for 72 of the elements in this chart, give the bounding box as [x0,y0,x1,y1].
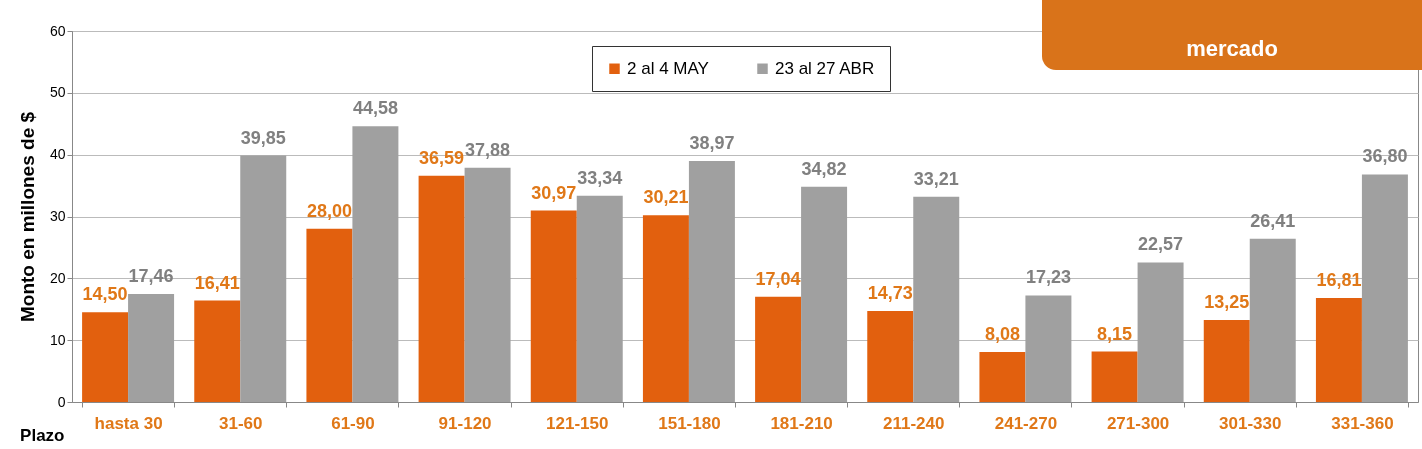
bar [418,175,465,402]
data-label: 8,15 [1097,323,1133,344]
data-label: 26,41 [1250,210,1296,231]
x-tick-label: hasta 30 [94,413,163,433]
x-tick-label: 301-330 [1219,413,1282,433]
bar [128,294,175,402]
data-label: 39,85 [240,127,286,148]
data-label: 13,25 [1204,292,1250,313]
bar [464,167,511,402]
bar [306,228,353,402]
bar [913,196,960,402]
x-tick-label: 271-300 [1106,413,1170,433]
bar [642,215,689,402]
x-tick-label: 61-90 [331,413,375,433]
bar [1249,238,1296,402]
bar [1361,174,1408,402]
data-label: 36,80 [1362,146,1408,167]
bar [530,210,577,402]
x-tick-label: 181-210 [770,413,833,433]
bar [576,195,623,402]
bar [240,155,287,402]
x-tick-label: 151-180 [658,413,721,433]
data-label: 17,46 [128,266,174,287]
data-label: 28,00 [306,200,352,221]
bar [801,186,848,402]
y-tick-label: 0 [57,393,66,410]
bar [867,310,914,402]
data-label: 33,34 [577,167,623,188]
data-label: 34,82 [801,158,847,179]
bar [194,300,241,402]
bar [352,126,399,402]
y-tick-label: 40 [49,146,66,163]
bar [1315,298,1362,402]
y-tick-label: 60 [49,22,66,39]
x-tick-label: 211-240 [883,413,945,433]
x-axis-title: Plazo [20,425,65,445]
y-axis-title: Monto en millones de $ [16,111,38,323]
data-label: 37,88 [465,139,511,160]
x-tick-label: 91-120 [438,413,492,433]
bar [1091,351,1138,402]
y-tick-label: 10 [49,331,66,348]
x-tick-label: 241-270 [994,413,1058,433]
bar [979,352,1026,402]
data-label: 16,41 [194,272,240,293]
x-tick-label: 31-60 [219,413,263,433]
x-tick-label: 121-150 [546,413,609,433]
bar [1137,262,1184,402]
data-label: 8,08 [984,324,1020,345]
data-label: 22,57 [1138,234,1184,255]
bar [1203,320,1250,402]
bar [755,296,802,402]
y-tick-label: 20 [49,269,66,286]
callout-box: mercado [1042,0,1422,70]
data-label: 30,97 [531,182,577,203]
y-tick-label: 30 [49,208,66,224]
data-label: 30,21 [643,187,689,208]
data-label: 14,73 [867,282,913,303]
legend-label: 23 al 27 ABR [775,58,875,78]
data-label: 16,81 [1316,270,1362,291]
data-label: 44,58 [352,98,398,119]
data-label: 36,59 [419,147,465,168]
x-tick-label: 331-360 [1331,413,1394,433]
data-label: 33,21 [913,168,959,189]
y-tick-label: 50 [49,84,66,101]
data-label: 14,50 [82,284,128,305]
legend-label: 2 al 4 MAY [627,58,709,78]
bar [1025,295,1072,402]
data-label: 17,23 [1025,267,1071,288]
bar [688,161,735,402]
data-label: 17,04 [755,268,801,289]
data-label: 38,97 [689,133,735,154]
bar [82,312,129,402]
